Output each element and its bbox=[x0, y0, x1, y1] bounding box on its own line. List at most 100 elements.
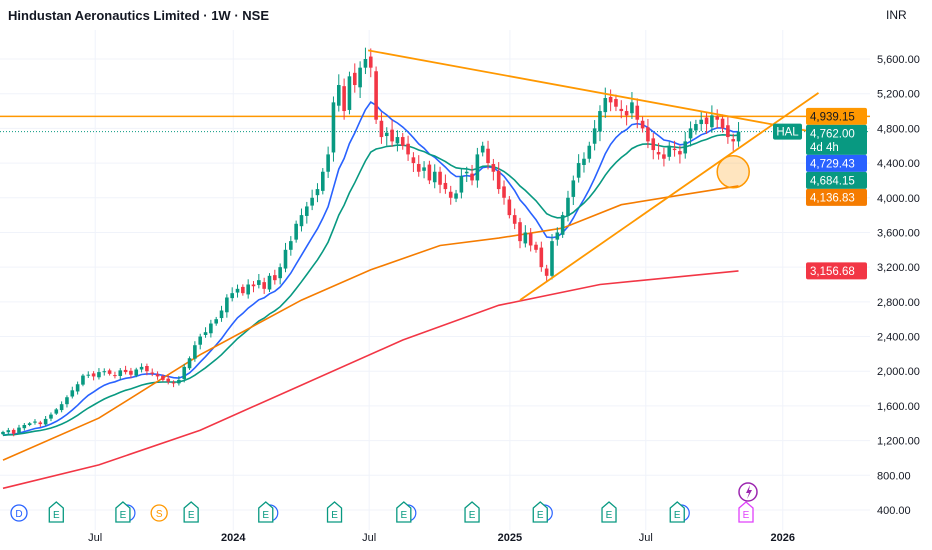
candle-body bbox=[209, 323, 213, 334]
candle-body bbox=[454, 193, 458, 199]
candle-body bbox=[17, 427, 21, 433]
event-marker-E[interactable]: E bbox=[532, 501, 553, 523]
event-letter: E bbox=[400, 510, 407, 521]
countdown-label: 4d 4h bbox=[810, 142, 839, 154]
candle-body bbox=[299, 215, 304, 227]
candle-body bbox=[384, 132, 389, 137]
candle-body bbox=[688, 128, 693, 139]
time-tick-label: 2025 bbox=[498, 532, 522, 544]
price-axis[interactable]: 5,600.00 5,200.00 4,800.00 4,400.00 4,000.00… bbox=[877, 54, 920, 517]
candle-body bbox=[38, 422, 43, 425]
trendline-descending[interactable] bbox=[367, 49, 814, 133]
event-marker-E[interactable]: E bbox=[183, 501, 199, 523]
candle-body bbox=[75, 384, 80, 392]
candle-body bbox=[129, 370, 133, 375]
time-tick-label: Jul bbox=[639, 532, 653, 544]
candle-body bbox=[241, 286, 245, 294]
event-marker-S[interactable]: S bbox=[150, 504, 168, 522]
trendlines-layer[interactable] bbox=[367, 49, 820, 301]
candle-body bbox=[326, 154, 330, 172]
candle-body bbox=[667, 145, 672, 157]
event-marker-E[interactable]: E bbox=[669, 501, 690, 523]
time-tick-label: 2026 bbox=[771, 532, 795, 544]
time-tick-label: Jul bbox=[88, 532, 102, 544]
candle-body bbox=[262, 282, 266, 289]
earnings-tag-icon bbox=[326, 501, 343, 523]
candle-body bbox=[166, 378, 171, 382]
moving-average-line bbox=[2, 133, 739, 437]
candle-body bbox=[720, 118, 725, 129]
event-marker-E[interactable]: E bbox=[396, 501, 417, 523]
candle-body bbox=[656, 152, 661, 155]
price-tick-label: 4,800.00 bbox=[877, 123, 920, 135]
candle-body bbox=[544, 268, 549, 276]
trendline-ascending[interactable] bbox=[519, 92, 820, 301]
candle-body bbox=[22, 425, 27, 429]
candle-body bbox=[102, 371, 107, 373]
event-marker-E[interactable]: E bbox=[258, 501, 279, 523]
earnings-tag-icon bbox=[258, 501, 274, 523]
highlight-circle[interactable] bbox=[716, 154, 750, 189]
price-badge bbox=[806, 124, 867, 155]
event-letter: E bbox=[120, 510, 127, 521]
candle-body bbox=[630, 102, 634, 114]
candle-body bbox=[358, 67, 362, 88]
earnings-tag-icon bbox=[115, 501, 131, 523]
candle-body bbox=[305, 206, 309, 216]
price-tick-label: 1,600.00 bbox=[877, 401, 920, 413]
price-tick-label: 5,200.00 bbox=[877, 89, 920, 101]
candle-body bbox=[726, 125, 730, 138]
event-marker-E[interactable]: E bbox=[601, 501, 617, 523]
earnings-tag-icon bbox=[396, 501, 412, 523]
candle-body bbox=[699, 119, 704, 125]
candle-body bbox=[54, 409, 59, 414]
candle-body bbox=[161, 376, 165, 380]
event-circle-icon bbox=[10, 504, 28, 522]
event-letter: D bbox=[15, 509, 22, 520]
candle-body bbox=[416, 164, 421, 172]
candle-body bbox=[107, 370, 112, 374]
event-marker-E[interactable]: E bbox=[115, 501, 136, 523]
candle-body bbox=[155, 374, 160, 377]
candle-body bbox=[475, 154, 480, 181]
candle-body bbox=[352, 72, 357, 86]
candle-body bbox=[566, 197, 570, 216]
event-marker-E[interactable]: E bbox=[48, 501, 64, 523]
price-badge-label: 4,762.00 bbox=[810, 128, 855, 140]
candle-body bbox=[342, 86, 346, 112]
candle-body bbox=[704, 117, 709, 125]
candle-body bbox=[390, 129, 394, 142]
moving-average-line bbox=[2, 101, 739, 437]
time-axis[interactable]: Jul 2024 Jul 2025 Jul 2026 bbox=[88, 532, 795, 544]
candle-body bbox=[321, 171, 325, 191]
price-tick-label: 2,800.00 bbox=[877, 297, 920, 309]
candle-body bbox=[273, 275, 277, 281]
event-marker-E[interactable]: E bbox=[326, 501, 343, 523]
candle-body bbox=[246, 284, 250, 295]
candle-body bbox=[27, 423, 32, 426]
event-marker-E[interactable]: E bbox=[464, 501, 480, 523]
price-tick-label: 3,200.00 bbox=[877, 262, 920, 274]
candle-body bbox=[235, 288, 240, 293]
candle-body bbox=[145, 366, 149, 372]
candle-body bbox=[81, 375, 85, 385]
symbol-tag bbox=[773, 123, 802, 140]
candle-body bbox=[193, 345, 197, 359]
price-tick-label: 4,000.00 bbox=[877, 193, 920, 205]
currency-selector[interactable]: INR bbox=[886, 8, 907, 22]
candle-body bbox=[539, 247, 544, 268]
price-badge-label: 4,684.15 bbox=[810, 175, 855, 187]
price-badges: HAL 4,939.15 4,762.00 4d 4h 4,729.43 4,684.15… bbox=[773, 107, 867, 280]
event-marker-E[interactable]: E bbox=[738, 482, 758, 523]
candle-body bbox=[368, 56, 373, 68]
candle-body bbox=[251, 284, 256, 287]
event-letter: E bbox=[469, 510, 476, 521]
price-badge bbox=[806, 188, 867, 206]
candle-body bbox=[97, 372, 101, 378]
candle-body bbox=[182, 366, 187, 380]
event-marker-D[interactable]: D bbox=[10, 504, 28, 522]
candle-body bbox=[278, 267, 282, 279]
candle-body bbox=[710, 115, 714, 128]
